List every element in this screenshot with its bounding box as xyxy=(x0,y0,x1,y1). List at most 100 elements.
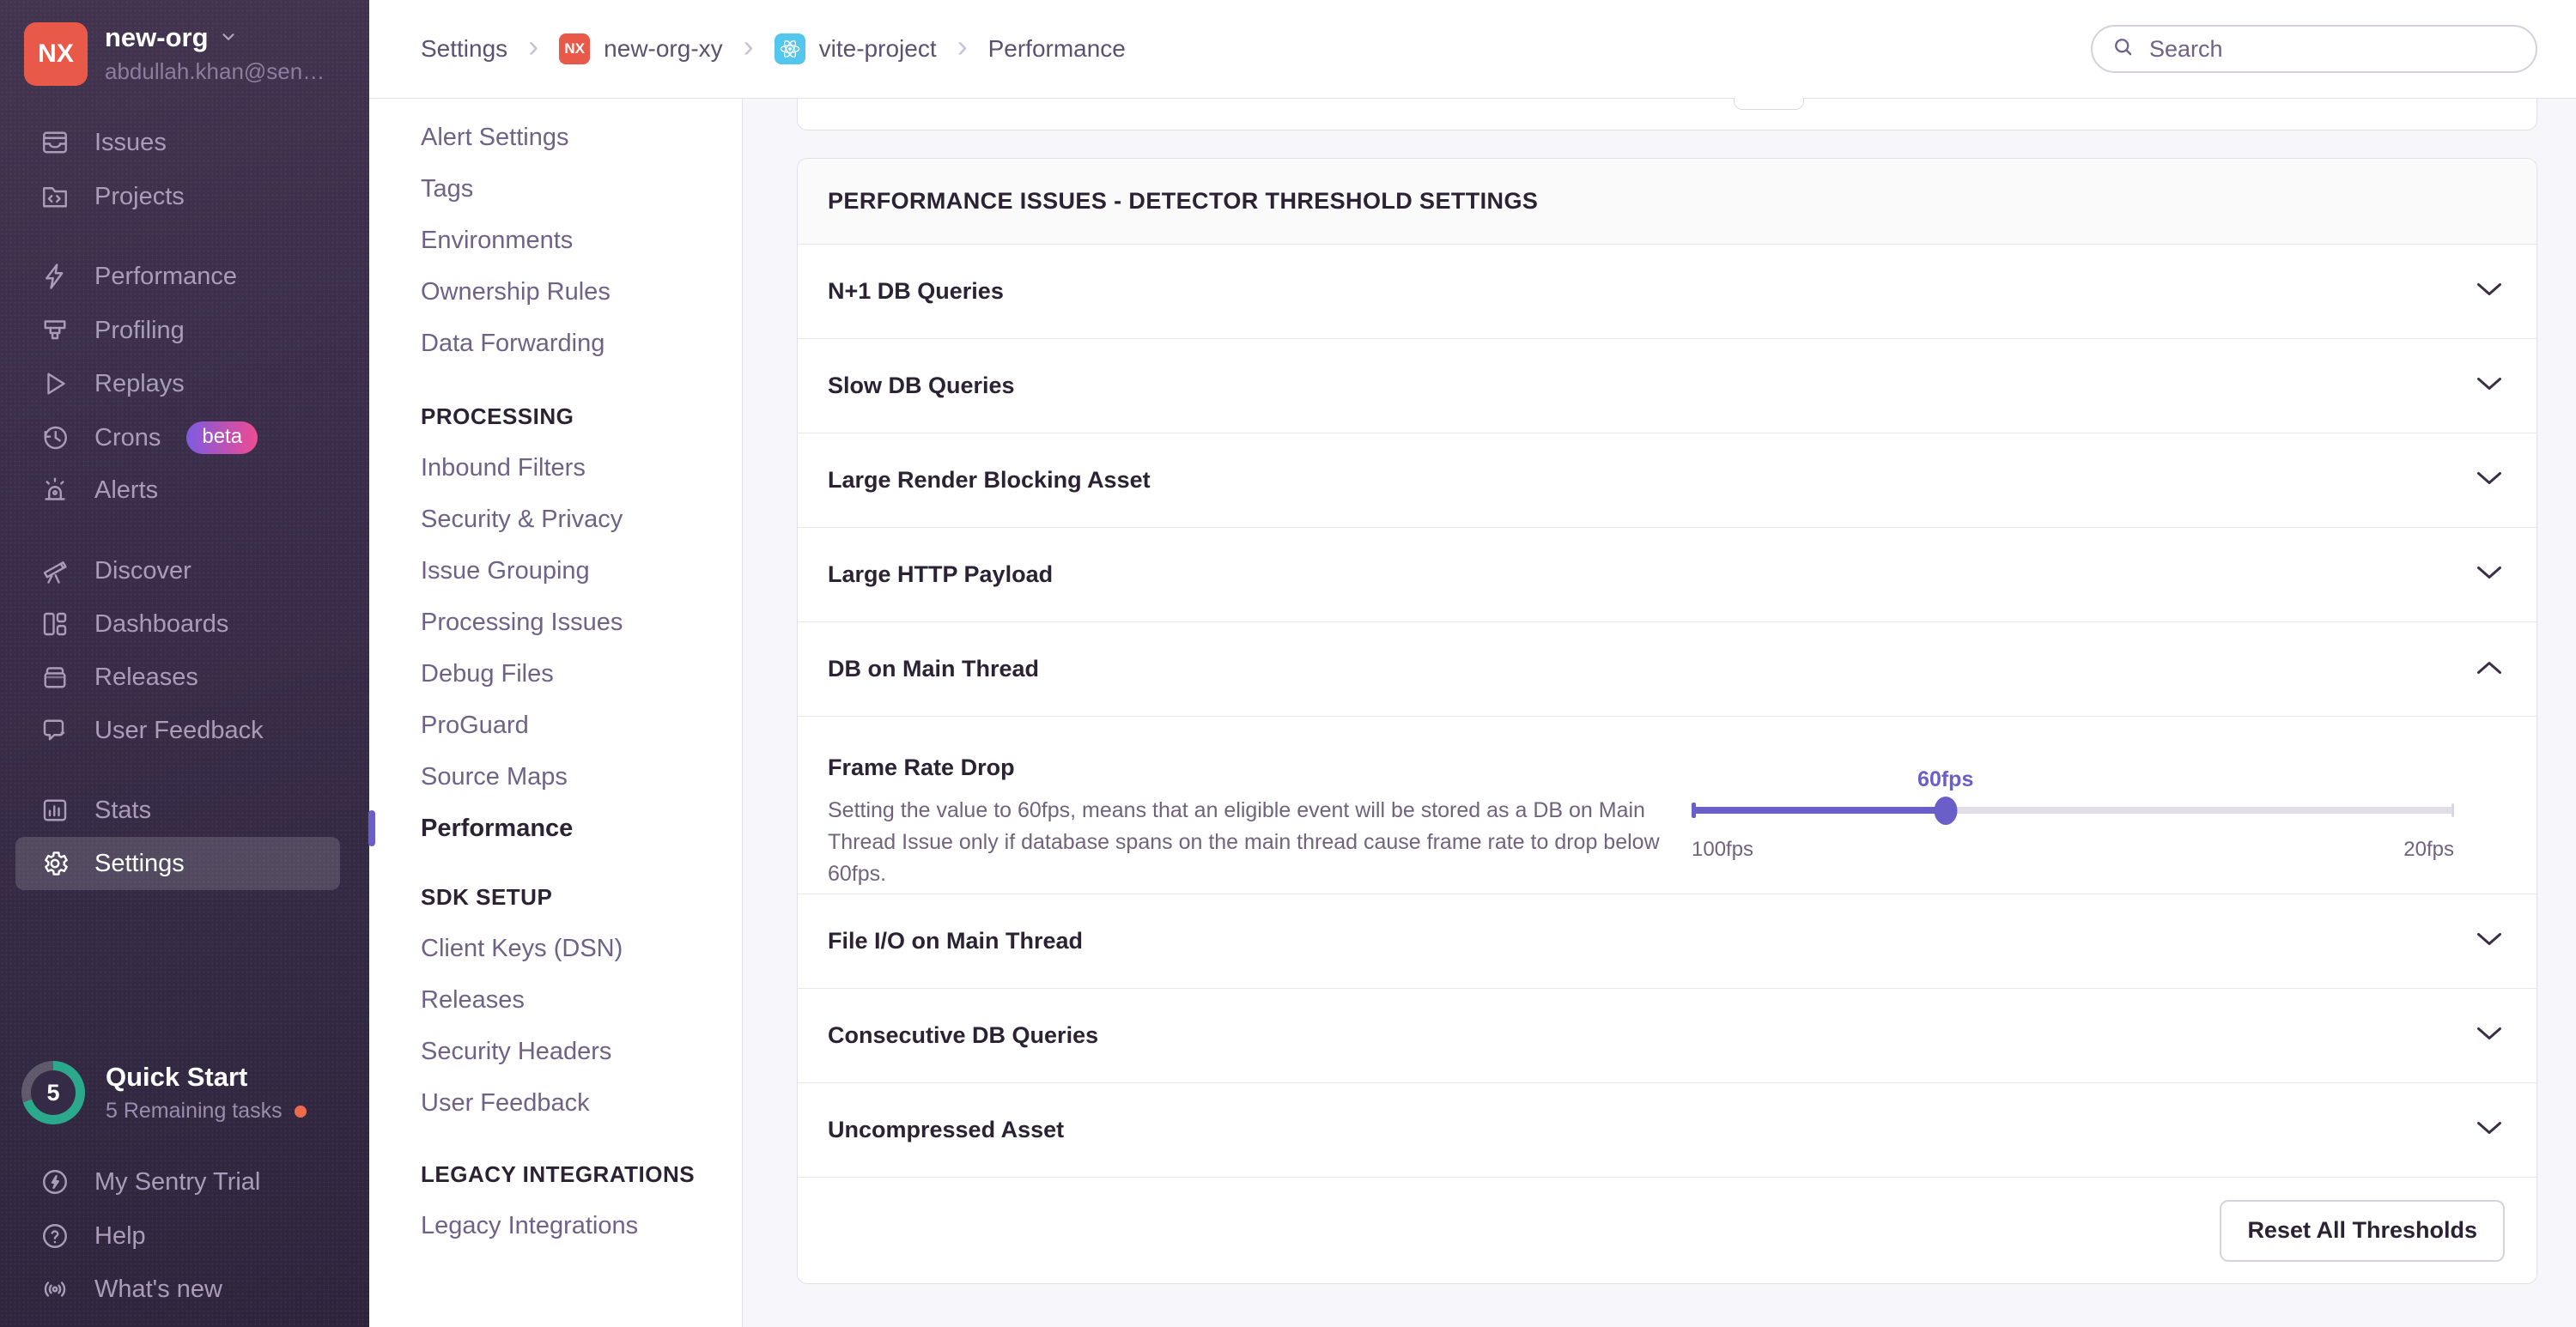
quick-start-panel[interactable]: 5 Quick Start 5 Remaining tasks xyxy=(21,1061,307,1124)
settings-nav-item-ownership-rules[interactable]: Ownership Rules xyxy=(421,278,611,306)
sidebar-item-help[interactable]: Help xyxy=(15,1209,340,1263)
slider-track[interactable] xyxy=(1692,803,2454,817)
collapse-pill-handle[interactable] xyxy=(1734,98,1804,110)
breadcrumb-performance[interactable]: Performance xyxy=(988,35,1126,63)
settings-nav-item-source-maps[interactable]: Source Maps xyxy=(421,763,568,791)
sidebar-item-my-sentry-trial[interactable]: My Sentry Trial xyxy=(15,1155,340,1209)
row-uncompressed-asset[interactable]: Uncompressed Asset xyxy=(798,1083,2537,1178)
profiling-icon xyxy=(39,315,70,346)
settings-nav-item-tags[interactable]: Tags xyxy=(421,175,474,203)
search-input[interactable] xyxy=(2148,34,2517,64)
settings-nav-item-releases[interactable]: Releases xyxy=(421,986,525,1014)
settings-nav-item-performance[interactable]: Performance xyxy=(368,803,742,854)
breadcrumb-label: new-org-xy xyxy=(604,35,723,62)
row-label: Consecutive DB Queries xyxy=(828,1022,1099,1048)
frame-rate-drop-description: Setting the value to 60fps, means that a… xyxy=(828,798,1660,886)
slider-fill xyxy=(1692,803,1946,818)
settings-nav-item-processing-issues[interactable]: Processing Issues xyxy=(421,609,623,636)
breadcrumb-project[interactable]: vite-project xyxy=(774,33,937,64)
settings-nav-item-inbound-filters[interactable]: Inbound Filters xyxy=(421,454,586,482)
sidebar-item-settings[interactable]: Settings xyxy=(15,837,340,890)
frame-rate-slider: 60fps 100fps 20fps xyxy=(1692,767,2454,879)
settings-nav-item-issue-grouping[interactable]: Issue Grouping xyxy=(421,557,590,585)
chevron-down-icon xyxy=(2476,1027,2502,1045)
sidebar-item-user-feedback[interactable]: User Feedback xyxy=(15,704,340,757)
settings-nav-item-security-headers[interactable]: Security Headers xyxy=(421,1038,612,1065)
sidebar-item-alerts[interactable]: Alerts xyxy=(15,464,340,517)
row-label: Large HTTP Payload xyxy=(828,561,1054,587)
org-name-label: new-org xyxy=(105,21,209,52)
settings-nav-item-environments[interactable]: Environments xyxy=(421,227,574,254)
sidebar-item-performance[interactable]: Performance xyxy=(15,250,340,303)
clock-history-icon xyxy=(39,422,70,453)
chevron-up-icon xyxy=(2476,660,2502,679)
sidebar-item-label: Crons xyxy=(94,423,161,451)
help-icon xyxy=(39,1221,70,1251)
beta-badge: beta xyxy=(186,421,258,455)
breadcrumb-label: Performance xyxy=(987,35,1126,62)
settings-nav-header-processing: PROCESSING xyxy=(421,403,574,429)
row-db-on-main-thread[interactable]: DB on Main Thread xyxy=(798,622,2537,717)
broadcast-icon xyxy=(39,1274,70,1305)
settings-nav-item-alert-settings[interactable]: Alert Settings xyxy=(421,124,569,151)
dashboard-icon xyxy=(39,609,70,639)
sidebar-item-stats[interactable]: Stats xyxy=(15,784,340,837)
settings-nav-item-user-feedback[interactable]: User Feedback xyxy=(421,1089,590,1117)
notification-dot xyxy=(294,1105,307,1118)
org-avatar: NX xyxy=(24,22,88,86)
sidebar-item-label: Discover xyxy=(94,556,191,585)
slider-min-label: 100fps xyxy=(1692,838,1754,861)
settings-nav-item-debug-files[interactable]: Debug Files xyxy=(421,660,554,688)
row-consecutive-db-queries[interactable]: Consecutive DB Queries xyxy=(798,989,2537,1083)
sidebar-item-label: My Sentry Trial xyxy=(94,1167,261,1196)
settings-nav-header-legacy-integrations: LEGACY INTEGRATIONS xyxy=(421,1161,696,1187)
row-label: DB on Main Thread xyxy=(828,656,1040,682)
frame-rate-drop-section: Frame Rate Drop Setting the value to 60f… xyxy=(798,717,2537,894)
sidebar-item-label: Alerts xyxy=(94,476,159,504)
sidebar-item-projects[interactable]: Projects xyxy=(15,170,340,223)
sidebar-item-whats-new[interactable]: What's new xyxy=(15,1263,340,1316)
row-label: Uncompressed Asset xyxy=(828,1117,1065,1142)
sidebar-item-label: Projects xyxy=(94,182,185,210)
chevron-down-icon xyxy=(219,23,238,52)
breadcrumb-settings[interactable]: Settings xyxy=(421,35,507,63)
sidebar-item-profiling[interactable]: Profiling xyxy=(15,304,340,357)
row-label: Large Render Blocking Asset xyxy=(828,467,1151,493)
sidebar-item-replays[interactable]: Replays xyxy=(15,357,340,410)
reset-all-thresholds-button[interactable]: Reset All Thresholds xyxy=(2220,1199,2505,1262)
issues-icon xyxy=(39,127,70,158)
slider-max-label: 20fps xyxy=(2403,838,2454,861)
sidebar-item-label: Issues xyxy=(94,128,167,156)
row-label: N+1 DB Queries xyxy=(828,278,1004,304)
breadcrumb-separator-icon: › xyxy=(528,28,539,64)
sidebar-item-label: Settings xyxy=(94,849,185,877)
settings-nav-item-data-forwarding[interactable]: Data Forwarding xyxy=(421,330,605,357)
row-n-plus-one-db-queries[interactable]: N+1 DB Queries xyxy=(798,245,2537,339)
row-large-http-payload[interactable]: Large HTTP Payload xyxy=(798,528,2537,622)
org-switcher[interactable]: NX new-org abdullah.khan@sen… xyxy=(24,22,325,86)
row-slow-db-queries[interactable]: Slow DB Queries xyxy=(798,339,2537,433)
settings-nav-item-client-keys[interactable]: Client Keys (DSN) xyxy=(421,935,623,962)
sidebar-item-label: Performance xyxy=(94,262,238,290)
sidebar-item-dashboards[interactable]: Dashboards xyxy=(15,597,340,651)
feedback-bubble-icon xyxy=(39,715,70,746)
sidebar-item-crons[interactable]: Crons beta xyxy=(15,411,340,464)
sidebar-item-issues[interactable]: Issues xyxy=(15,116,340,169)
breadcrumb-org[interactable]: NX new-org-xy xyxy=(559,33,723,64)
archive-icon xyxy=(39,662,70,693)
slider-thumb[interactable] xyxy=(1934,797,1958,825)
row-large-render-blocking-asset[interactable]: Large Render Blocking Asset xyxy=(798,433,2537,528)
sidebar-item-releases[interactable]: Releases xyxy=(15,651,340,704)
siren-icon xyxy=(39,475,70,506)
row-file-io-on-main-thread[interactable]: File I/O on Main Thread xyxy=(798,894,2537,989)
org-name: new-org xyxy=(105,21,325,52)
sidebar-item-discover[interactable]: Discover xyxy=(15,544,340,597)
sidebar-item-label: Stats xyxy=(94,796,152,824)
folder-code-icon xyxy=(39,181,70,212)
quick-start-title: Quick Start xyxy=(106,1062,248,1092)
settings-nav-item-legacy-integrations[interactable]: Legacy Integrations xyxy=(421,1212,639,1239)
settings-nav-item-proguard[interactable]: ProGuard xyxy=(421,712,529,739)
search-box xyxy=(2091,25,2537,73)
gear-icon xyxy=(39,848,70,879)
settings-nav-item-security-privacy[interactable]: Security & Privacy xyxy=(421,506,623,533)
